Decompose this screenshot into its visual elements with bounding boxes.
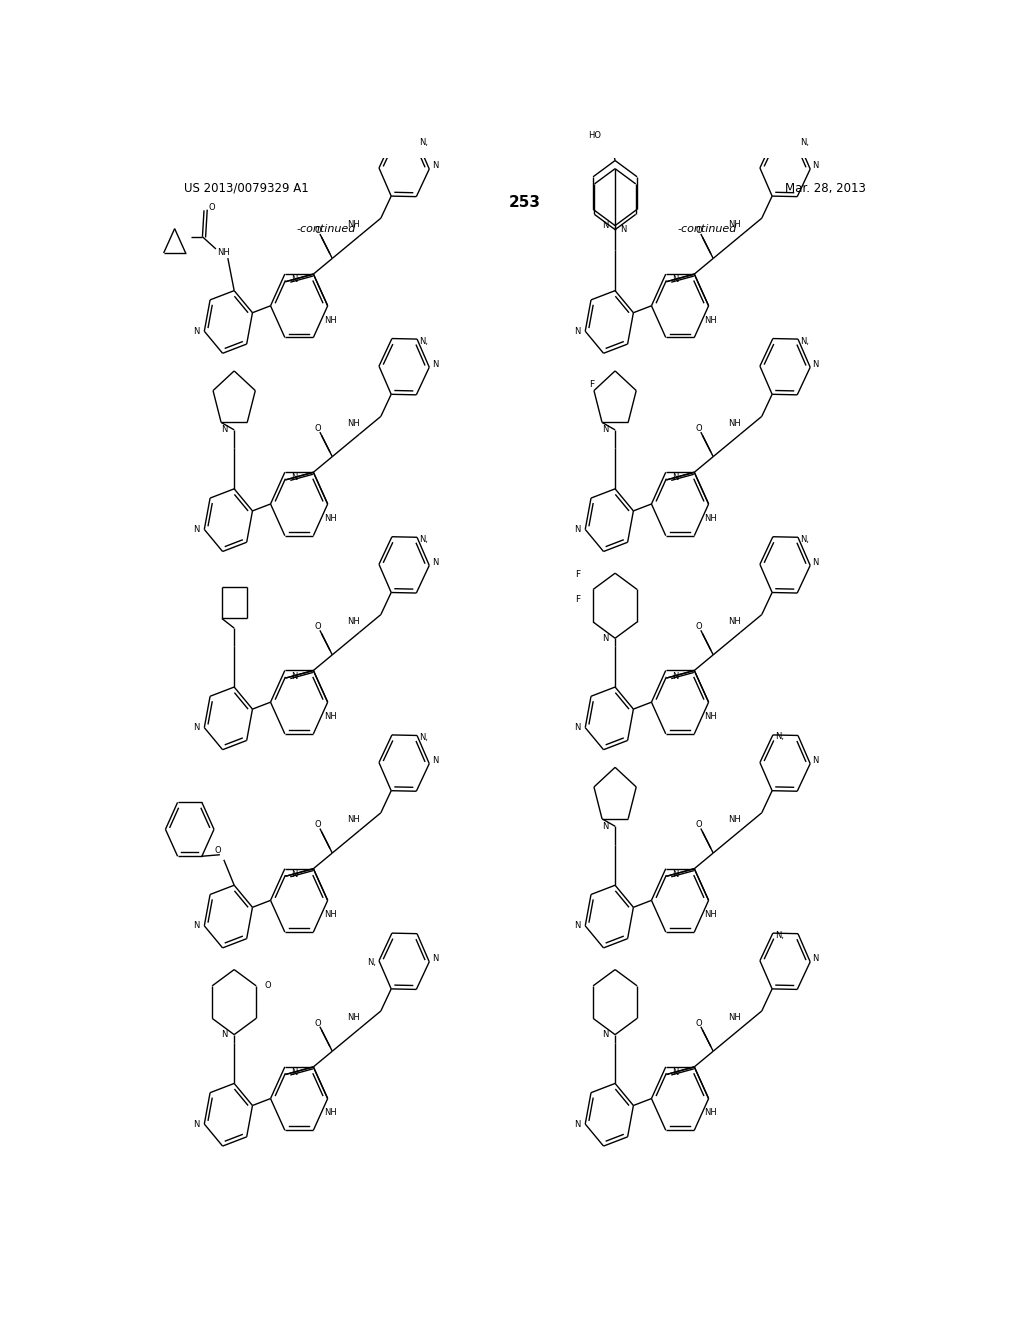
Text: NH: NH	[728, 616, 741, 626]
Text: N: N	[672, 1068, 678, 1077]
Text: NH: NH	[347, 814, 360, 824]
Text: N,: N,	[775, 733, 784, 742]
Text: NH: NH	[347, 1014, 360, 1022]
Text: N: N	[574, 525, 581, 533]
Text: N,: N,	[420, 139, 428, 148]
Text: NH: NH	[324, 315, 337, 325]
Text: N: N	[602, 1030, 608, 1039]
Text: O: O	[314, 424, 322, 433]
Text: NH: NH	[728, 1014, 741, 1022]
Text: O: O	[264, 981, 270, 990]
Text: NH: NH	[728, 418, 741, 428]
Text: O: O	[695, 424, 702, 433]
Text: N: N	[672, 275, 678, 284]
Text: NH: NH	[347, 616, 360, 626]
Text: N: N	[194, 723, 200, 733]
Text: NH: NH	[324, 513, 337, 523]
Text: N: N	[432, 756, 438, 766]
Text: N: N	[602, 220, 608, 230]
Text: NH: NH	[324, 1109, 337, 1117]
Text: F: F	[574, 595, 580, 605]
Text: HO: HO	[588, 131, 601, 140]
Text: NH: NH	[347, 418, 360, 428]
Text: O: O	[314, 1019, 322, 1027]
Text: N: N	[813, 756, 819, 766]
Text: N: N	[221, 425, 227, 434]
Text: N: N	[574, 921, 581, 931]
Text: N,: N,	[420, 535, 428, 544]
Text: N: N	[291, 275, 297, 284]
Text: O: O	[695, 820, 702, 829]
Text: NH: NH	[705, 711, 718, 721]
Text: N: N	[574, 327, 581, 335]
Text: NH: NH	[705, 513, 718, 523]
Text: NH: NH	[217, 248, 230, 256]
Text: N: N	[620, 226, 627, 234]
Text: N,: N,	[420, 337, 428, 346]
Text: -continued: -continued	[678, 224, 737, 235]
Text: NH: NH	[324, 909, 337, 919]
Text: O: O	[695, 226, 702, 235]
Text: N: N	[602, 822, 608, 830]
Text: N,: N,	[801, 337, 809, 346]
Text: N: N	[194, 921, 200, 931]
Text: N,: N,	[801, 139, 809, 148]
Text: NH: NH	[705, 909, 718, 919]
Text: O: O	[695, 622, 702, 631]
Text: F: F	[574, 570, 580, 578]
Text: NH: NH	[705, 315, 718, 325]
Text: N: N	[194, 327, 200, 335]
Text: US 2013/0079329 A1: US 2013/0079329 A1	[183, 182, 308, 195]
Text: N: N	[813, 558, 819, 566]
Text: N: N	[432, 954, 438, 964]
Text: N: N	[813, 359, 819, 368]
Text: N,: N,	[801, 535, 809, 544]
Text: N: N	[291, 870, 297, 879]
Text: NH: NH	[324, 711, 337, 721]
Text: 253: 253	[509, 195, 541, 210]
Text: F: F	[589, 380, 594, 388]
Text: N: N	[291, 1068, 297, 1077]
Text: NH: NH	[347, 220, 360, 230]
Text: N: N	[291, 672, 297, 681]
Text: NH: NH	[705, 1109, 718, 1117]
Text: O: O	[314, 226, 322, 235]
Text: N: N	[432, 161, 438, 170]
Text: N,: N,	[368, 958, 377, 968]
Text: O: O	[695, 1019, 702, 1027]
Text: NH: NH	[728, 220, 741, 230]
Text: N: N	[813, 954, 819, 964]
Text: N: N	[672, 672, 678, 681]
Text: N: N	[432, 558, 438, 566]
Text: O: O	[314, 622, 322, 631]
Text: N: N	[574, 1119, 581, 1129]
Text: N,: N,	[420, 733, 428, 742]
Text: N: N	[221, 1030, 227, 1039]
Text: N: N	[574, 723, 581, 733]
Text: O: O	[214, 846, 221, 855]
Text: NH: NH	[728, 814, 741, 824]
Text: N: N	[672, 474, 678, 482]
Text: N: N	[291, 474, 297, 482]
Text: N: N	[813, 161, 819, 170]
Text: N: N	[602, 634, 608, 643]
Text: N: N	[602, 425, 608, 434]
Text: N: N	[432, 359, 438, 368]
Text: Mar. 28, 2013: Mar. 28, 2013	[785, 182, 866, 195]
Text: N: N	[194, 1119, 200, 1129]
Text: O: O	[314, 820, 322, 829]
Text: N: N	[194, 525, 200, 533]
Text: N,: N,	[775, 931, 784, 940]
Text: O: O	[209, 203, 215, 211]
Text: -continued: -continued	[297, 224, 356, 235]
Text: N: N	[672, 870, 678, 879]
